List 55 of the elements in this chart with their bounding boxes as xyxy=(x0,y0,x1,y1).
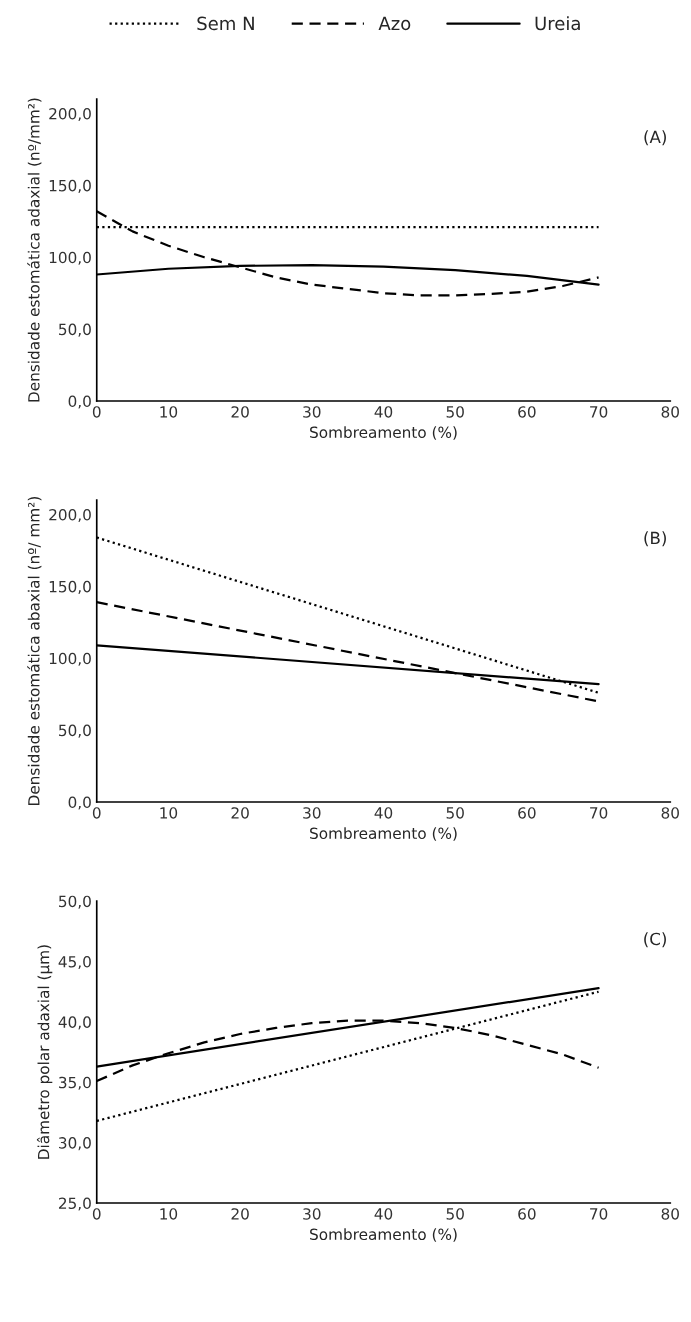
x-tick-label: 10 xyxy=(160,807,178,819)
x-tick-label: 0 xyxy=(92,807,101,819)
x-tick-label: 40 xyxy=(374,807,393,819)
y-tick-label: 30,0 xyxy=(59,1137,91,1151)
x-tick-label: 30 xyxy=(303,1208,321,1220)
x-tick-label: 80 xyxy=(661,807,679,819)
y-tick-label: 100,0 xyxy=(49,251,91,265)
y-tick-label: 45,0 xyxy=(58,956,91,970)
x-tick-label: 10 xyxy=(160,1208,178,1220)
y-tick-label: 40,0 xyxy=(58,1016,91,1030)
x-tick-label: 40 xyxy=(374,406,393,418)
y-tick-label: 200,0 xyxy=(49,107,91,122)
x-tick-label: 70 xyxy=(590,406,608,418)
x-tick-label: 70 xyxy=(590,1208,608,1220)
x-tick-label: 80 xyxy=(661,406,679,418)
y-tick-label: 0,0 xyxy=(68,796,91,810)
x-tick-label: 0 xyxy=(92,1208,101,1220)
x-tick-label: 50 xyxy=(446,807,464,819)
x-tick-label: 60 xyxy=(518,1208,536,1220)
y-tick-label: 35,0 xyxy=(59,1076,91,1090)
y-tick-label: 50,0 xyxy=(59,323,91,337)
legend-label: Sem N xyxy=(197,16,254,31)
legend-label: Ureia xyxy=(535,16,580,31)
annotation: (A) xyxy=(644,130,666,146)
x-axis-title: Sombreamento (%) xyxy=(310,426,457,440)
x-tick-label: 70 xyxy=(590,807,608,819)
y-tick-label: 150,0 xyxy=(49,179,91,193)
x-tick-label: 80 xyxy=(661,1208,679,1220)
y-tick-label: 25,0 xyxy=(58,1197,91,1211)
x-tick-label: 20 xyxy=(231,807,249,819)
x-tick-label: 60 xyxy=(518,406,536,418)
y-axis-title: Densidade estomática adaxial (nº/mm²) xyxy=(27,98,42,402)
annotation: (C) xyxy=(644,932,666,948)
y-tick-label: 200,0 xyxy=(49,509,91,523)
x-tick-label: 10 xyxy=(160,406,178,418)
x-tick-label: 30 xyxy=(303,406,321,418)
y-tick-label: 150,0 xyxy=(49,580,91,594)
x-tick-label: 0 xyxy=(92,406,101,418)
x-tick-label: 20 xyxy=(231,406,249,418)
x-axis-title: Sombreamento (%) xyxy=(310,827,457,841)
x-axis-title: Sombreamento (%) xyxy=(310,1228,457,1242)
y-axis-title: Densidade estomática abaxial (nº/ mm²) xyxy=(27,497,42,805)
y-tick-label: 50,0 xyxy=(59,724,91,738)
x-tick-label: 60 xyxy=(518,807,536,819)
x-tick-label: 50 xyxy=(446,406,464,418)
annotation: (B) xyxy=(644,531,666,547)
legend-label: Azo xyxy=(378,16,411,31)
x-tick-label: 30 xyxy=(303,807,321,819)
y-axis-title: Diâmetro polar adaxial (µm) xyxy=(36,945,53,1159)
x-tick-label: 20 xyxy=(231,1208,249,1220)
y-tick-label: 0,0 xyxy=(68,395,91,409)
y-tick-label: 100,0 xyxy=(49,652,91,666)
x-tick-label: 50 xyxy=(446,1208,464,1220)
y-tick-label: 50,0 xyxy=(59,895,91,909)
x-tick-label: 40 xyxy=(374,1208,393,1220)
